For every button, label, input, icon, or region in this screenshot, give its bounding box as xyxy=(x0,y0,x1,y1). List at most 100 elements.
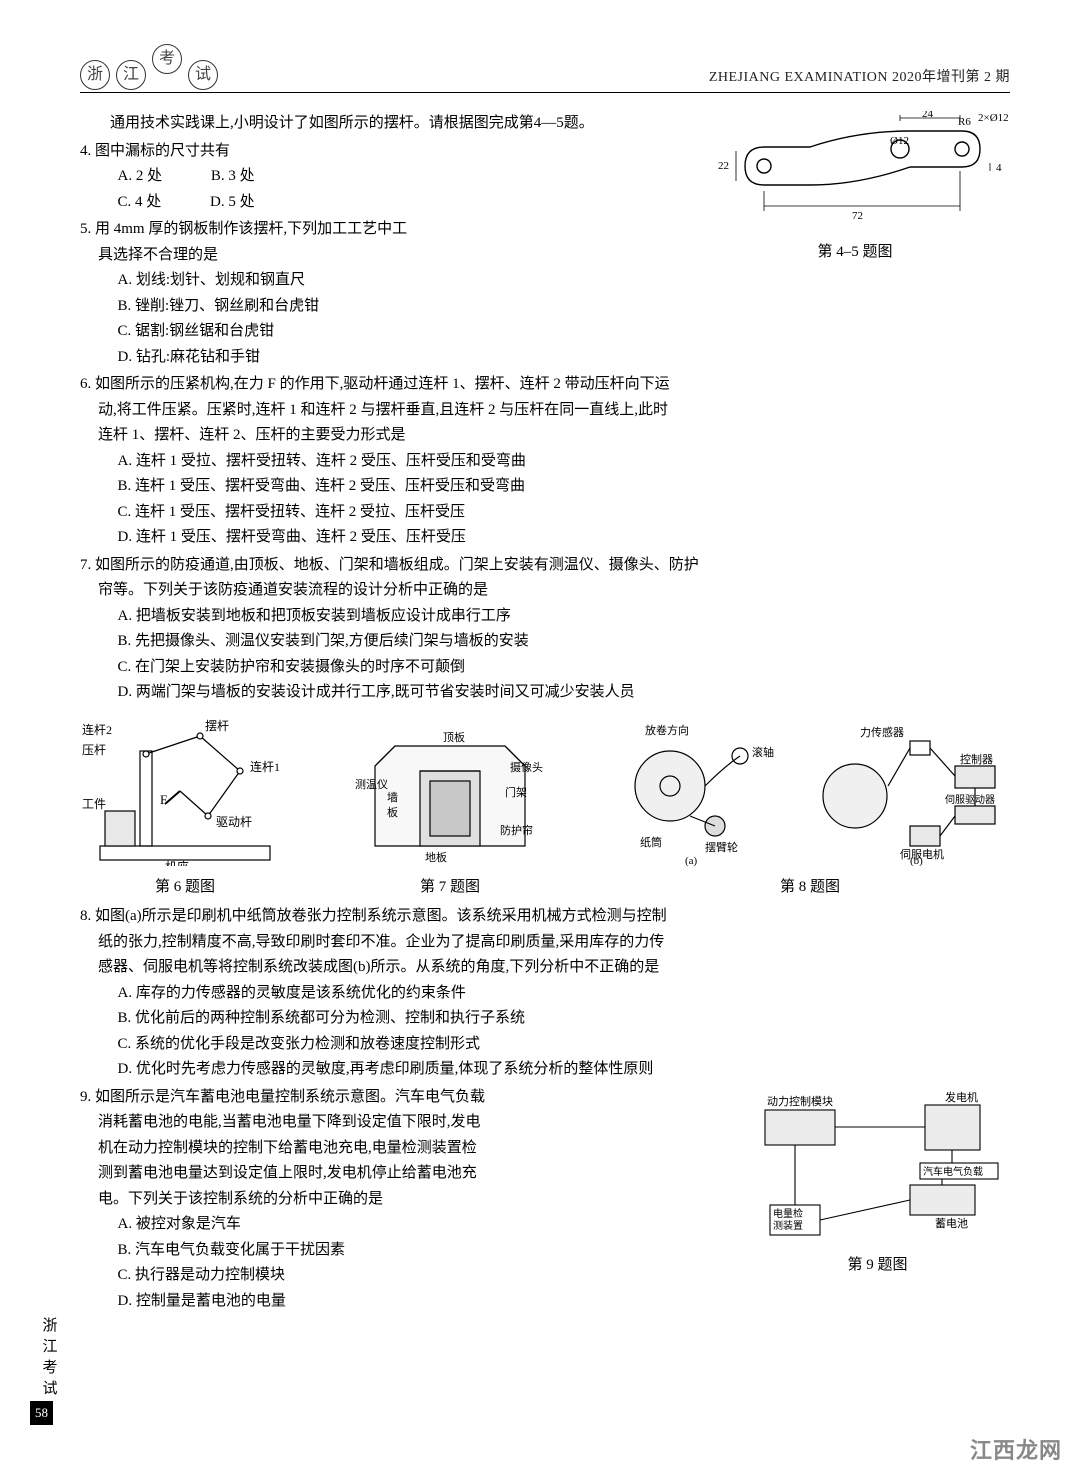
fig9-xdc: 蓄电池 xyxy=(935,1217,968,1230)
logo-char-4: 试 xyxy=(188,60,218,90)
fig6-jz: 机座 xyxy=(165,859,189,866)
fig7-dib: 地板 xyxy=(425,850,447,864)
figure-9: 动力控制模块 发电机 汽车电气负载 蓄电池 电量检 测装置 第 9 题图 xyxy=(745,1085,1010,1279)
fig9-dljc: 电量检 xyxy=(773,1207,803,1220)
q8-opt-b: B. 优化前后的两种控制系统都可分为检测、控制和执行子系统 xyxy=(80,1006,1010,1032)
fig6-f: F xyxy=(160,792,167,807)
q8-opt-d: D. 优化时先考虑力传感器的灵敏度,再考虑印刷质量,体现了系统分析的整体性原则 xyxy=(80,1057,1010,1083)
figure-9-svg: 动力控制模块 发电机 汽车电气负载 蓄电池 电量检 测装置 xyxy=(745,1085,1010,1245)
fig8-b: (b) xyxy=(910,855,923,866)
fig8-lcgq: 力传感器 xyxy=(860,726,904,739)
dim-22: 22 xyxy=(718,160,729,172)
logo: 浙 江 考 试 xyxy=(80,60,218,90)
fig7-qb: 墙 xyxy=(387,790,398,804)
q6-opt-b: B. 连杆 1 受压、摆杆受弯曲、连杆 2 受压、压杆受压和受弯曲 xyxy=(80,474,1010,500)
figure-8: 放卷方向 滚轴 纸筒 摆臂轮 (a) xyxy=(610,716,1010,901)
q4-opt-c: C. 4 处 xyxy=(118,194,162,210)
dim-24: 24 xyxy=(922,111,934,120)
figure-7: 测温仪 顶板 摄像头 墙 板 门架 防护帘 地板 第 7 题图 xyxy=(345,716,555,901)
q7-opt-c: C. 在门架上安装防护帘和安装摄像头的时序不可颠倒 xyxy=(80,655,1010,681)
watermark: 江西龙网 xyxy=(970,1432,1062,1469)
q9-opt-b: B. 汽车电气负载变化属于干扰因素 xyxy=(80,1238,700,1264)
figure-6: 连杆2 压杆 摆杆 工件 连杆1 F 驱动杆 机座 第 6 题图 xyxy=(80,716,290,901)
q7-opt-d: D. 两端门架与墙板的安装设计成并行工序,既可节省安装时间又可减少安装人员 xyxy=(80,680,1010,706)
fig8-zt: 纸筒 xyxy=(640,835,662,849)
q5-cont: 具选择不合理的是 xyxy=(80,243,700,269)
q9-opt-a: A. 被控对象是汽车 xyxy=(80,1212,700,1238)
q6-opt-c: C. 连杆 1 受压、摆杆受扭转、连杆 2 受拉、压杆受压 xyxy=(80,500,1010,526)
fig7-sxt: 摄像头 xyxy=(510,760,543,774)
q8-stem: 8. 如图(a)所示是印刷机中纸筒放卷张力控制系统示意图。该系统采用机械方式检测… xyxy=(80,904,1010,930)
question-9: 9. 如图所示是汽车蓄电池电量控制系统示意图。汽车电气负载 消耗蓄电池的电能,当… xyxy=(80,1085,1010,1315)
fig9-qcfz: 汽车电气负载 xyxy=(923,1165,983,1178)
page-number: 58 xyxy=(30,1401,53,1425)
figure-4-5-caption: 第 4–5 题图 xyxy=(700,240,1010,266)
q8-opt-a: A. 库存的力传感器的灵敏度是该系统优化的约束条件 xyxy=(80,981,1010,1007)
figure-8-svg: 放卷方向 滚轴 纸筒 摆臂轮 (a) xyxy=(610,716,1010,866)
figure-8-caption: 第 8 题图 xyxy=(610,875,1010,901)
fig6-bg: 摆杆 xyxy=(205,719,229,733)
figure-9-caption: 第 9 题图 xyxy=(745,1253,1010,1279)
figure-6-caption: 第 6 题图 xyxy=(80,875,290,901)
q9-c5: 电。下列关于该控制系统的分析中正确的是 xyxy=(80,1187,700,1213)
q7-opt-a: A. 把墙板安装到地板和把顶板安装到墙板应设计成串行工序 xyxy=(80,604,1010,630)
fig7-db: 顶板 xyxy=(443,730,465,744)
figure-7-svg: 测温仪 顶板 摄像头 墙 板 门架 防护帘 地板 xyxy=(345,716,555,866)
q8-opt-c: C. 系统的优化手段是改变张力检测和放卷速度控制形式 xyxy=(80,1032,1010,1058)
page-header: 浙 江 考 试 ZHEJIANG EXAMINATION 2020年增刊第 2 … xyxy=(80,60,1010,93)
q7-opt-b: B. 先把摄像头、测温仪安装到门架,方便后续门架与墙板的安装 xyxy=(80,629,1010,655)
fig7-fhl: 防护帘 xyxy=(500,823,533,837)
fig6-gj: 工件 xyxy=(82,797,106,811)
question-7: 7. 如图所示的防疫通道,由顶板、地板、门架和墙板组成。门架上安装有测温仪、摄像… xyxy=(80,553,1010,706)
q7-c2: 帘等。下列关于该防疫通道安装流程的设计分析中正确的是 xyxy=(80,578,1010,604)
figure-6-svg: 连杆2 压杆 摆杆 工件 连杆1 F 驱动杆 机座 xyxy=(80,716,290,866)
header-edition: ZHEJIANG EXAMINATION 2020年增刊第 2 期 xyxy=(709,66,1010,90)
fig8-fj: 放卷方向 xyxy=(645,723,689,737)
question-8: 8. 如图(a)所示是印刷机中纸筒放卷张力控制系统示意图。该系统采用机械方式检测… xyxy=(80,904,1010,1083)
figure-row: 连杆2 压杆 摆杆 工件 连杆1 F 驱动杆 机座 第 6 题图 xyxy=(80,716,1010,901)
q5-opt-a: A. 划线:划针、划规和钢直尺 xyxy=(80,268,700,294)
q9-opt-c: C. 执行器是动力控制模块 xyxy=(80,1263,700,1289)
q4-opt-d: D. 5 处 xyxy=(210,194,255,210)
q8-c3: 感器、伺服电机等将控制系统改装成图(b)所示。从系统的角度,下列分析中不正确的是 xyxy=(80,955,1010,981)
logo-char-2: 江 xyxy=(116,60,146,90)
fig7-mj: 门架 xyxy=(505,785,527,799)
q6-c3: 连杆 1、摆杆、连杆 2、压杆的主要受力形式是 xyxy=(80,423,1010,449)
q9-opt-d: D. 控制量是蓄电池的电量 xyxy=(80,1289,700,1315)
q6-opt-d: D. 连杆 1 受压、摆杆受弯曲、连杆 2 受压、压杆受压 xyxy=(80,525,1010,551)
fig9-dlkz: 动力控制模块 xyxy=(767,1094,833,1108)
figure-7-caption: 第 7 题图 xyxy=(345,875,555,901)
question-6: 6. 如图所示的压紧机构,在力 F 的作用下,驱动杆通过连杆 1、摆杆、连杆 2… xyxy=(80,372,1010,551)
fig8-a: (a) xyxy=(685,855,698,866)
fig6-qdg: 驱动杆 xyxy=(216,815,252,829)
q5-opt-b: B. 锉削:锉刀、钢丝刷和台虎钳 xyxy=(80,294,700,320)
fig7-qb2: 板 xyxy=(387,805,398,819)
fig9-fdj: 发电机 xyxy=(945,1090,978,1104)
fig8-sfqd: 伺服驱动器 xyxy=(945,793,995,806)
q4-opt-a: A. 2 处 xyxy=(118,168,163,184)
q5-opt-d: D. 钻孔:麻花钻和手钳 xyxy=(80,345,700,371)
fig7-cwy: 测温仪 xyxy=(355,778,388,791)
dim-2x12: 2×Ø12 xyxy=(978,112,1009,124)
question-5: 5. 用 4mm 厚的钢板制作该摆杆,下列加工工艺中工 具选择不合理的是 A. … xyxy=(80,217,700,370)
fig6-l2: 连杆2 xyxy=(82,722,112,737)
dim-r6: R6 xyxy=(958,116,971,128)
figure-4-5: 24 Ø12 R6 2×Ø12 22 72 4 第 4–5 题图 xyxy=(700,111,1010,266)
q7-stem: 7. 如图所示的防疫通道,由顶板、地板、门架和墙板组成。门架上安装有测温仪、摄像… xyxy=(80,553,1010,579)
q6-opt-a: A. 连杆 1 受拉、摆杆受扭转、连杆 2 受压、压杆受压和受弯曲 xyxy=(80,449,1010,475)
q4-opt-b: B. 3 处 xyxy=(211,168,255,184)
q6-stem: 6. 如图所示的压紧机构,在力 F 的作用下,驱动杆通过连杆 1、摆杆、连杆 2… xyxy=(80,372,1010,398)
fig8-bbl: 摆臂轮 xyxy=(705,840,738,854)
page: 浙 江 考 试 ZHEJIANG EXAMINATION 2020年增刊第 2 … xyxy=(0,0,1080,1481)
dim-4: 4 xyxy=(996,162,1002,174)
q9-text: 9. 如图所示是汽车蓄电池电量控制系统示意图。汽车电气负载 消耗蓄电池的电能,当… xyxy=(80,1085,700,1315)
dim-72: 72 xyxy=(852,210,863,222)
q5-opt-c: C. 锯割:钢丝锯和台虎钳 xyxy=(80,319,700,345)
fig6-yg: 压杆 xyxy=(82,743,106,757)
q9-stem: 9. 如图所示是汽车蓄电池电量控制系统示意图。汽车电气负载 xyxy=(80,1085,700,1111)
q5-stem: 5. 用 4mm 厚的钢板制作该摆杆,下列加工工艺中工 xyxy=(80,217,700,243)
q6-c2: 动,将工件压紧。压紧时,连杆 1 和连杆 2 与摆杆垂直,且连杆 2 与压杆在同… xyxy=(80,398,1010,424)
dim-d12: Ø12 xyxy=(890,135,909,147)
q9-c3: 机在动力控制模块的控制下给蓄电池充电,电量检测装置检 xyxy=(80,1136,700,1162)
content: 通用技术实践课上,小明设计了如图所示的摆杆。请根据图完成第4—5题。 4. 图中… xyxy=(80,111,1010,1314)
